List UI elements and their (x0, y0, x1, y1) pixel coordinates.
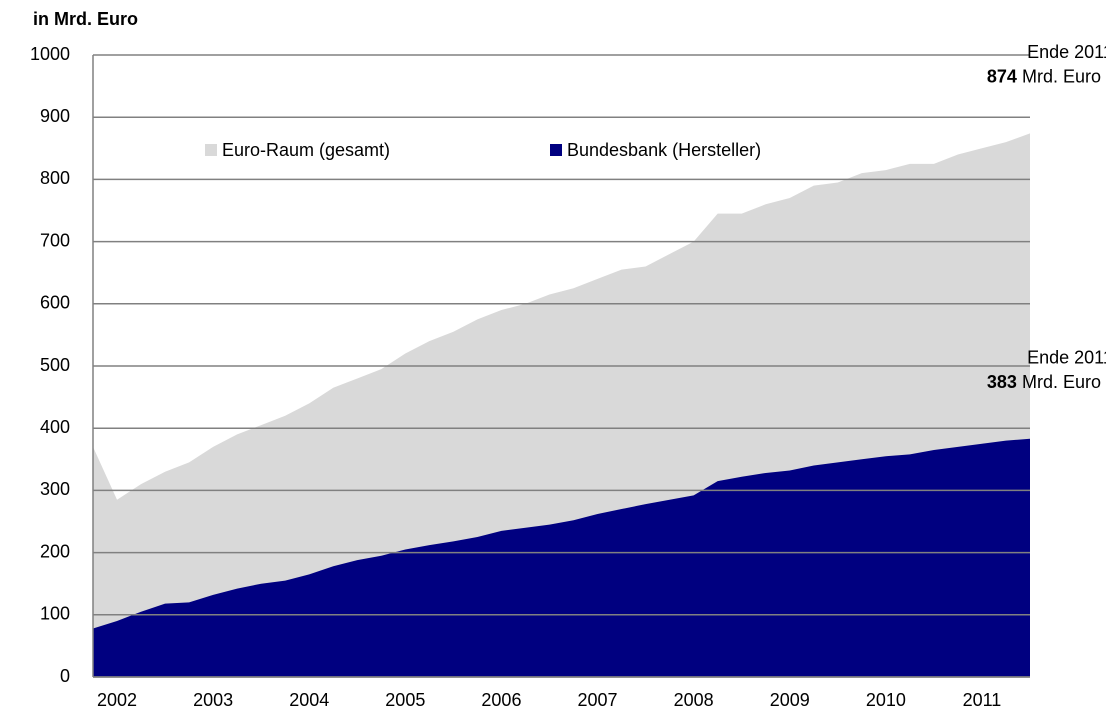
y-tick-label: 900 (40, 106, 70, 126)
annotation-unit: Mrd. Euro (1022, 66, 1101, 86)
y-tick-label: 1000 (30, 44, 70, 64)
x-tick-label: 2005 (385, 690, 425, 710)
annotation-value: 874 (987, 66, 1017, 86)
x-tick-label: 2009 (770, 690, 810, 710)
x-tick-label: 2002 (97, 690, 137, 710)
annotation: Ende 2011 (1027, 348, 1106, 368)
y-tick-label: 400 (40, 417, 70, 437)
x-tick-label: 2003 (193, 690, 233, 710)
x-tick-label: 2011 (963, 690, 1002, 710)
legend-swatch (205, 144, 217, 156)
annotation-unit: Mrd. Euro (1022, 372, 1101, 392)
y-axis-label: in Mrd. Euro (33, 9, 138, 29)
y-tick-label: 200 (40, 541, 70, 561)
y-tick-label: 100 (40, 604, 70, 624)
x-tick-label: 2004 (289, 690, 329, 710)
y-tick-label: 0 (60, 666, 70, 686)
x-tick-label: 2006 (481, 690, 521, 710)
y-tick-label: 500 (40, 355, 70, 375)
legend-label: Bundesbank (Hersteller) (567, 140, 761, 160)
annotation-value: 383 (987, 372, 1017, 392)
annotation: Ende 2011 (1027, 42, 1106, 62)
x-tick-label: 2007 (578, 690, 618, 710)
annotation: 383 Mrd. Euro (987, 372, 1101, 392)
y-tick-label: 300 (40, 479, 70, 499)
area (93, 438, 1030, 677)
legend-label: Euro-Raum (gesamt) (222, 140, 390, 160)
y-tick-label: 600 (40, 293, 70, 313)
x-tick-label: 2008 (674, 690, 714, 710)
x-tick-label: 2010 (866, 690, 906, 710)
annotation: 874 Mrd. Euro (987, 66, 1101, 86)
y-tick-label: 800 (40, 168, 70, 188)
y-tick-label: 700 (40, 230, 70, 250)
legend-swatch (550, 144, 562, 156)
